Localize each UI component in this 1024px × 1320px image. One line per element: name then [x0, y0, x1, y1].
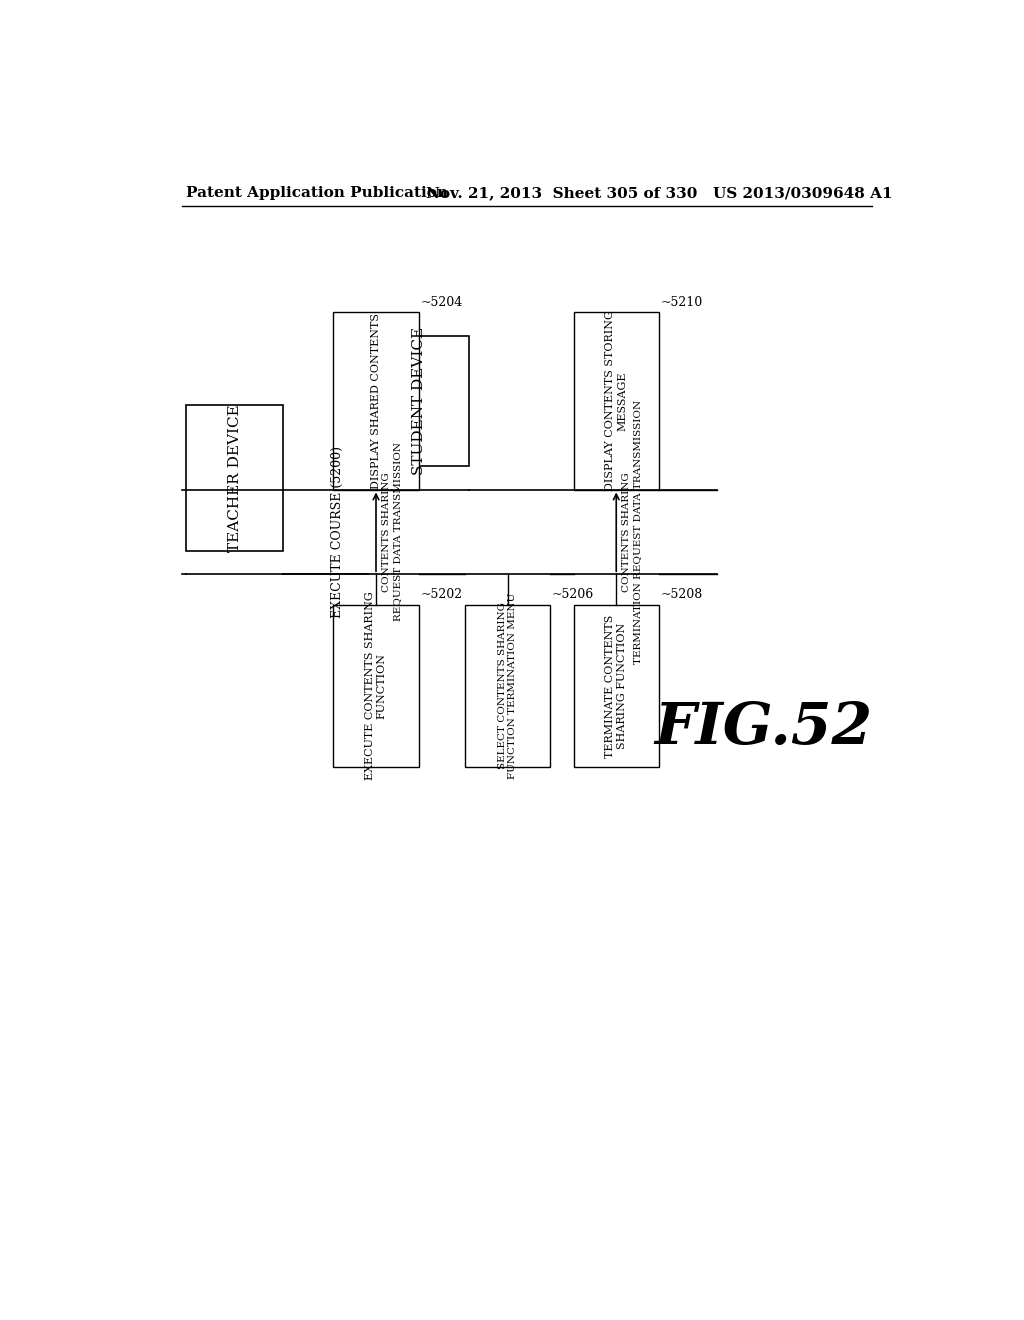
Text: STUDENT DEVICE: STUDENT DEVICE: [412, 327, 426, 475]
Text: ~5206: ~5206: [552, 589, 594, 601]
Bar: [334, 313, 419, 490]
Bar: [186, 405, 283, 552]
Text: FIG.52: FIG.52: [654, 700, 872, 756]
Bar: [573, 605, 658, 767]
Text: Patent Application Publication: Patent Application Publication: [186, 186, 449, 201]
Text: CONTENTS SHARING
TERMINATION REQUEST DATA TRANSMISSION: CONTENTS SHARING TERMINATION REQUEST DAT…: [623, 400, 642, 664]
Text: ~5210: ~5210: [660, 296, 702, 309]
Text: DISPLAY SHARED CONTENTS: DISPLAY SHARED CONTENTS: [371, 313, 381, 488]
Text: EXECUTE COURSE (5200): EXECUTE COURSE (5200): [331, 446, 344, 618]
Text: TEACHER DEVICE: TEACHER DEVICE: [227, 404, 242, 552]
Text: DISPLAY CONTENTS STORING
MESSAGE: DISPLAY CONTENTS STORING MESSAGE: [605, 310, 627, 491]
Text: ~5204: ~5204: [420, 296, 463, 309]
Text: Nov. 21, 2013  Sheet 305 of 330: Nov. 21, 2013 Sheet 305 of 330: [426, 186, 697, 201]
Text: EXECUTE CONTENTS SHARING
FUNCTION: EXECUTE CONTENTS SHARING FUNCTION: [366, 591, 387, 780]
Bar: [465, 605, 550, 767]
Text: TERMINATE CONTENTS
SHARING FUNCTION: TERMINATE CONTENTS SHARING FUNCTION: [605, 614, 627, 758]
Text: CONTENTS SHARING
REQUEST DATA TRANSMISSION: CONTENTS SHARING REQUEST DATA TRANSMISSI…: [382, 442, 401, 622]
Text: ~5202: ~5202: [420, 589, 462, 601]
Bar: [334, 605, 419, 767]
Text: ~5208: ~5208: [660, 589, 702, 601]
Text: US 2013/0309648 A1: US 2013/0309648 A1: [713, 186, 893, 201]
Text: SELECT CONTENTS SHARING
FUNCTION TERMINATION MENU: SELECT CONTENTS SHARING FUNCTION TERMINA…: [498, 593, 517, 779]
Bar: [573, 313, 658, 490]
Bar: [369, 335, 469, 466]
